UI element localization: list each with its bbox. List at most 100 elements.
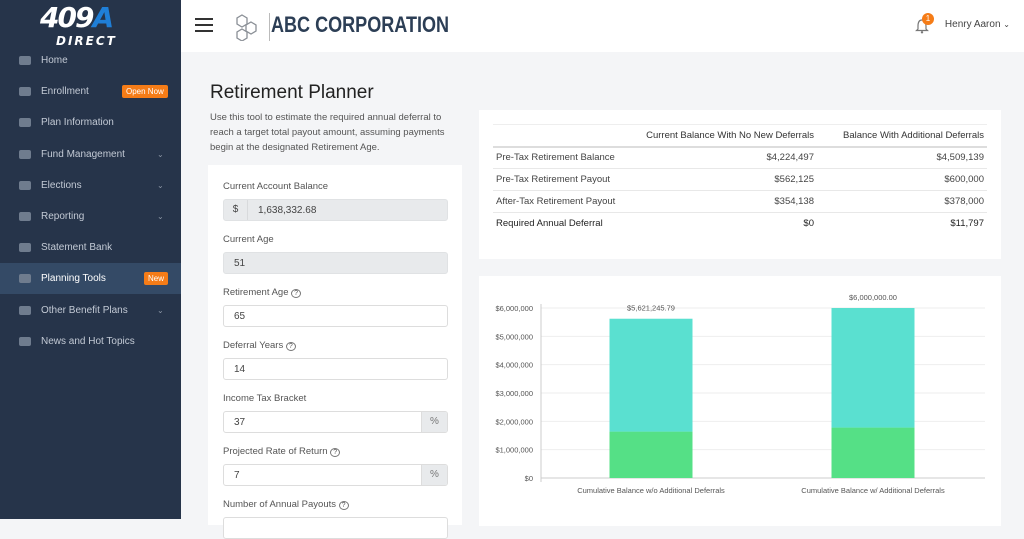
- sidebar-item-label: Fund Management: [41, 148, 125, 160]
- deferral-years-value: 14: [234, 363, 246, 375]
- sidebar-item-label: Other Benefit Plans: [41, 304, 128, 316]
- bar-total-label: $6,000,000.00: [849, 293, 897, 302]
- current-age-value: 51: [234, 257, 246, 269]
- table-header-row: Current Balance With No New Deferrals Ba…: [493, 124, 987, 148]
- y-tick-label: $1,000,000: [495, 446, 533, 455]
- table-cell: After-Tax Retirement Payout: [493, 190, 623, 213]
- sidebar-item-news-and-hot-topics[interactable]: News and Hot Topics: [0, 326, 181, 357]
- leaf-icon: [19, 305, 31, 315]
- y-tick-label: $5,000,000: [495, 332, 533, 341]
- newspaper-icon: [19, 336, 31, 346]
- sidebar-item-statement-bank[interactable]: Statement Bank: [0, 232, 181, 263]
- tax-bracket-input[interactable]: 37%: [223, 411, 448, 433]
- table-row: Pre-Tax Retirement Balance $4,224,497 $4,5…: [493, 146, 987, 169]
- toolbox-icon: [19, 274, 31, 284]
- balance-field: $1,638,332.68: [223, 199, 448, 221]
- table-cell: $354,138: [623, 190, 817, 213]
- sidebar-item-label: Elections: [41, 179, 82, 191]
- rate-of-return-label: Projected Rate of Return ?: [223, 446, 341, 457]
- age-label: Current Age: [223, 234, 274, 245]
- logo-letter: A: [92, 1, 114, 34]
- sidebar-item-fund-management[interactable]: Fund Management ⌄: [0, 139, 181, 170]
- rate-of-return-input[interactable]: 7%: [223, 464, 448, 486]
- y-tick-label: $6,000,000: [495, 304, 533, 313]
- column-header: Current Balance With No New Deferrals: [623, 124, 817, 148]
- bar-segment[interactable]: [831, 427, 915, 478]
- sidebar-item-reporting[interactable]: Reporting ⌄: [0, 201, 181, 232]
- deferral-years-label: Deferral Years ?: [223, 340, 296, 351]
- y-tick-label: $2,000,000: [495, 417, 533, 426]
- table-cell: $378,000: [817, 190, 987, 213]
- bar-segment[interactable]: [831, 308, 915, 428]
- table-cell: $562,125: [623, 168, 817, 191]
- logo-sub: DIRECT: [56, 34, 117, 48]
- annual-payouts-label: Number of Annual Payouts ?: [223, 499, 349, 510]
- statement-icon: [19, 243, 31, 253]
- balance-chart: $0 $1,000,000 $2,000,000 $3,000,000 $4,000,0…: [495, 293, 985, 495]
- sidebar-item-label: Plan Information: [41, 117, 114, 129]
- y-tick-label: $0: [525, 474, 533, 483]
- annual-payouts-input[interactable]: [223, 517, 448, 539]
- help-icon[interactable]: ?: [330, 448, 341, 457]
- logo[interactable]: 409A DIRECT: [40, 1, 144, 49]
- top-header: ABC CORPORATION 1 Henry Aaron ⌄: [181, 0, 1024, 52]
- x-category-label: Cumulative Balance w/ Additional Deferra…: [801, 486, 945, 495]
- retirement-age-value: 65: [234, 310, 246, 322]
- bar-segment[interactable]: [609, 431, 693, 478]
- chevron-down-icon: ⌄: [157, 212, 164, 221]
- sidebar-item-label: Home: [41, 55, 68, 66]
- table-row: Pre-Tax Retirement Payout $562,125 $600,00…: [493, 168, 987, 191]
- bar-segment[interactable]: [609, 318, 693, 432]
- help-icon[interactable]: ?: [285, 342, 296, 351]
- table-cell: Required Annual Deferral: [496, 218, 603, 230]
- notification-badge: 1: [922, 13, 934, 25]
- user-name: Henry Aaron: [944, 19, 1001, 30]
- help-icon[interactable]: ?: [291, 289, 302, 298]
- user-menu[interactable]: Henry Aaron ⌄: [945, 19, 1010, 30]
- handshake-icon: [19, 87, 31, 97]
- divider: [269, 13, 270, 41]
- sidebar-item-label: Enrollment: [41, 86, 89, 98]
- tax-bracket-value: 37: [234, 416, 246, 428]
- percent-suffix: %: [421, 465, 447, 485]
- sidebar-item-enrollment[interactable]: Enrollment Open Now: [0, 76, 181, 107]
- sidebar-item-label: Planning Tools: [41, 273, 106, 285]
- chevron-down-icon: ⌄: [157, 149, 164, 159]
- table-row: Required Annual Deferral $0 $11,797: [493, 213, 987, 235]
- sidebar-badge: New: [144, 272, 169, 286]
- sidebar-item-other-benefit-plans[interactable]: Other Benefit Plans ⌄: [0, 295, 181, 326]
- sidebar-badge: Open Now: [122, 85, 168, 99]
- table-cell: $11,797: [950, 218, 984, 230]
- page-description: Use this tool to estimate the required a…: [210, 112, 445, 153]
- table-row: After-Tax Retirement Payout $354,138 $378,…: [493, 190, 987, 213]
- y-tick-label: $3,000,000: [495, 389, 533, 398]
- chart-line-icon: [19, 149, 31, 159]
- book-icon: [19, 118, 31, 128]
- table-cell: $4,509,139: [817, 146, 987, 169]
- retirement-age-input[interactable]: 65: [223, 305, 448, 327]
- table-cell: $4,224,497: [623, 146, 817, 169]
- summary-table: Current Balance With No New Deferrals Ba…: [493, 124, 987, 235]
- home-icon: [19, 56, 31, 65]
- sidebar-item-label: Reporting: [41, 211, 85, 222]
- label-text: Number of Annual Payouts: [223, 499, 337, 510]
- dollar-prefix: $: [224, 200, 248, 220]
- label-text: Projected Rate of Return: [223, 446, 328, 457]
- balance-label: Current Account Balance: [223, 181, 329, 192]
- sidebar-item-plan-information[interactable]: Plan Information: [0, 107, 181, 138]
- chevron-down-icon: ⌄: [157, 180, 164, 190]
- x-category-label: Cumulative Balance w/o Additional Deferr…: [577, 486, 725, 495]
- balance-value: 1,638,332.68: [258, 204, 317, 216]
- sidebar-item-label: News and Hot Topics: [41, 335, 135, 347]
- current-age-field: 51: [223, 252, 448, 274]
- help-icon[interactable]: ?: [338, 501, 349, 510]
- deferral-years-input[interactable]: 14: [223, 358, 448, 380]
- menu-toggle-icon[interactable]: [195, 18, 213, 32]
- page-title: Retirement Planner: [210, 82, 374, 103]
- sidebar-item-home[interactable]: Home: [0, 45, 181, 76]
- retirement-age-label: Retirement Age ?: [223, 287, 302, 298]
- table-cell: Pre-Tax Retirement Payout: [493, 168, 623, 191]
- sidebar-item-elections[interactable]: Elections ⌄: [0, 170, 181, 201]
- sidebar-item-planning-tools[interactable]: Planning Tools New: [0, 263, 181, 295]
- table-cell: Pre-Tax Retirement Balance: [493, 146, 623, 169]
